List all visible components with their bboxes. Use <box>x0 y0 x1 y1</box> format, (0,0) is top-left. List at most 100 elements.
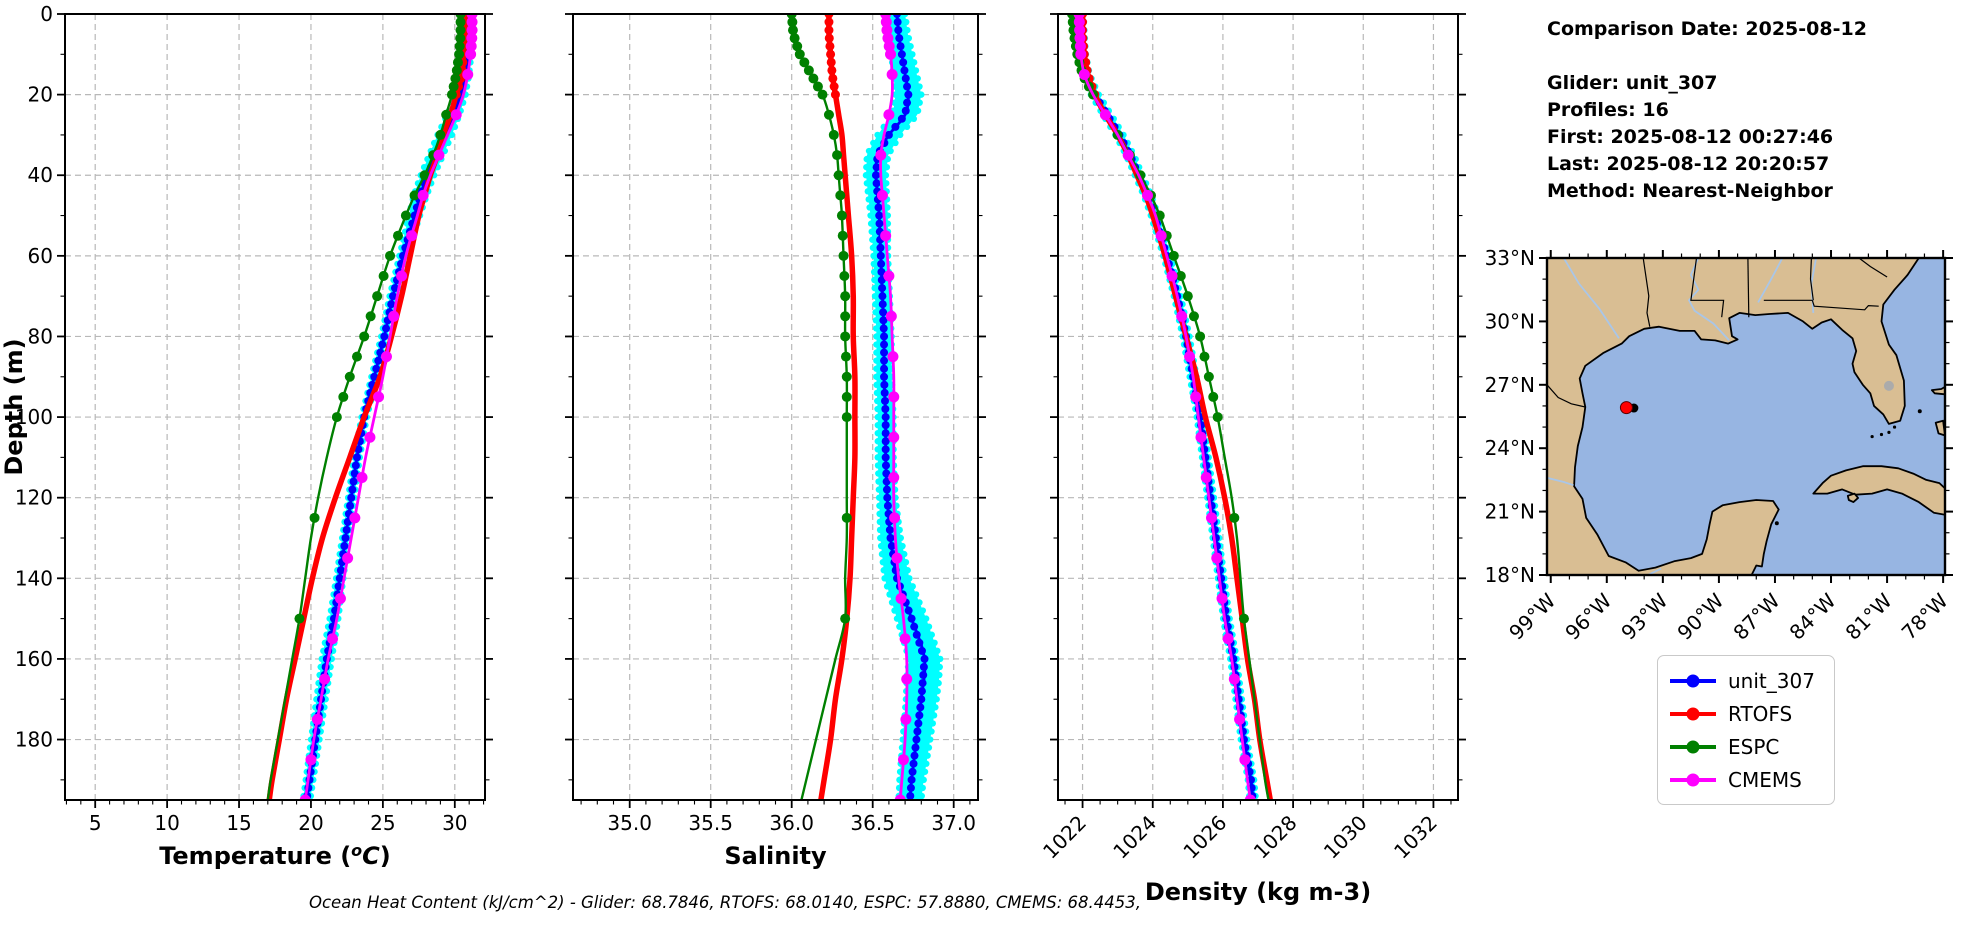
map-islet <box>1774 521 1779 526</box>
svg-text:78°W: 78°W <box>1897 588 1953 644</box>
svg-text:84°W: 84°W <box>1785 588 1841 644</box>
map-state-border <box>1858 258 1888 278</box>
map-river <box>1757 258 1784 303</box>
salinity-axis-label: Salinity <box>724 842 827 870</box>
map-river <box>1547 476 1574 487</box>
method-text: Method: Nearest-Neighbor <box>1547 180 1833 202</box>
legend-item-ESPC: ESPC <box>1670 730 1824 763</box>
svg-text:20: 20 <box>28 83 53 107</box>
map-river <box>1687 258 1730 342</box>
svg-text:160: 160 <box>15 647 53 671</box>
svg-text:81°W: 81°W <box>1841 588 1897 644</box>
svg-text:25: 25 <box>370 811 395 835</box>
map-land-3 <box>1934 419 1945 437</box>
salinity-plot-area <box>786 14 944 800</box>
density-axis-label: Density (kg m-3) <box>1145 878 1371 906</box>
legend-label: CMEMS <box>1728 767 1802 792</box>
svg-text:87°W: 87°W <box>1728 588 1784 644</box>
series-CMEMS-temperature <box>299 14 478 800</box>
legend-line-swatch <box>1670 773 1716 786</box>
temperature-axis-label: Temperature (oC) <box>159 841 391 870</box>
map-ticks <box>1539 250 1953 583</box>
map-state-border <box>1547 384 1586 408</box>
map-state-border <box>1811 300 1879 311</box>
svg-text:18°N: 18°N <box>1485 563 1535 587</box>
first-profile-time-text: First: 2025-08-12 00:27:46 <box>1547 126 1834 148</box>
svg-text:1024: 1024 <box>1108 811 1161 864</box>
svg-text:80: 80 <box>28 324 53 348</box>
salinity-panel: 35.0 35.5 36.0 36.5 37.0 Salinity <box>565 13 986 870</box>
map-state-border <box>1642 258 1651 327</box>
map-state-border <box>1690 258 1725 318</box>
glider-name-text: Glider: unit_307 <box>1547 72 1718 94</box>
map-islet <box>1887 430 1891 434</box>
svg-text:180: 180 <box>15 728 53 752</box>
svg-text:90°W: 90°W <box>1672 588 1728 644</box>
svg-text:30: 30 <box>442 811 467 835</box>
svg-text:96°W: 96°W <box>1560 588 1616 644</box>
svg-text:1032: 1032 <box>1389 811 1442 864</box>
density-plot-area <box>1067 14 1274 800</box>
svg-text:10: 10 <box>154 811 179 835</box>
legend-item-CMEMS: CMEMS <box>1670 763 1824 796</box>
series-RTOFS-salinity <box>818 14 858 800</box>
info-block: Comparison Date: 2025-08-12 Glider: unit… <box>1547 16 1867 205</box>
glider-position-marker <box>1619 401 1633 415</box>
legend-marker-dot <box>1686 674 1700 687</box>
legend-marker-dot <box>1686 707 1700 720</box>
legend-marker-dot <box>1686 740 1700 753</box>
svg-text:0: 0 <box>40 2 53 26</box>
legend-label: ESPC <box>1728 734 1780 759</box>
comparison-date-text: Comparison Date: 2025-08-12 <box>1547 18 1867 40</box>
svg-text:1030: 1030 <box>1319 811 1372 864</box>
map-land-1 <box>1812 465 1945 516</box>
legend-label: RTOFS <box>1728 701 1793 726</box>
density-tick-labels: 1022 1024 1026 1028 1030 1032 <box>1038 811 1442 864</box>
legend-line-swatch <box>1670 674 1716 687</box>
svg-text:20: 20 <box>298 811 323 835</box>
svg-text:37.0: 37.0 <box>931 811 976 835</box>
series-CMEMS-salinity <box>875 14 913 800</box>
salinity-ticks <box>565 13 986 808</box>
map-islet <box>1892 425 1897 429</box>
svg-text:60: 60 <box>28 244 53 268</box>
density-ticks <box>1050 13 1466 808</box>
svg-text:1022: 1022 <box>1038 811 1091 864</box>
map-land-4 <box>1931 385 1945 396</box>
svg-text:24°N: 24°N <box>1485 436 1535 460</box>
legend-item-unit_307: unit_307 <box>1670 664 1824 697</box>
svg-text:1028: 1028 <box>1249 811 1302 864</box>
temperature-ticks <box>57 13 493 808</box>
profiles-count-text: Profiles: 16 <box>1547 99 1669 121</box>
map-islet <box>1917 409 1922 414</box>
svg-text:93°W: 93°W <box>1616 588 1672 644</box>
temperature-panel: 5 10 15 20 25 30 0 20 40 60 80 100 120 140 160 180 Tempe… <box>0 2 493 870</box>
legend-line-swatch <box>1670 707 1716 720</box>
map-state-border <box>1809 258 1814 301</box>
svg-text:99°W: 99°W <box>1504 588 1560 644</box>
svg-text:5: 5 <box>89 811 102 835</box>
svg-text:21°N: 21°N <box>1485 500 1535 524</box>
info-spacer <box>1547 43 1867 70</box>
map-state-border <box>1747 258 1750 318</box>
svg-text:30°N: 30°N <box>1485 309 1535 333</box>
ocean-heat-content-footer: Ocean Heat Content (kJ/cm^2) - Glider: 6… <box>308 893 1142 912</box>
temperature-plot-area <box>266 14 478 800</box>
density-grid <box>1058 13 1458 800</box>
svg-text:15: 15 <box>226 811 251 835</box>
map-land-2 <box>1846 492 1859 504</box>
svg-text:33°N: 33°N <box>1485 246 1535 270</box>
svg-text:1026: 1026 <box>1178 811 1231 864</box>
depth-axis-label: Depth (m) <box>0 338 28 475</box>
svg-text:120: 120 <box>15 486 53 510</box>
svg-text:36.5: 36.5 <box>850 811 895 835</box>
gulf-of-mexico-map: 33°N 30°N 27°N 24°N 21°N 18°N99°W 96°W 93°W 90°W… <box>1485 246 1953 645</box>
svg-text:40: 40 <box>28 163 53 187</box>
map-river <box>1563 258 1620 339</box>
legend-label: unit_307 <box>1728 668 1815 693</box>
map-islet <box>1879 432 1884 437</box>
temperature-tick-labels: 5 10 15 20 25 30 0 20 40 60 80 100 120 140 160 180 <box>15 2 468 835</box>
svg-text:35.5: 35.5 <box>688 811 733 835</box>
